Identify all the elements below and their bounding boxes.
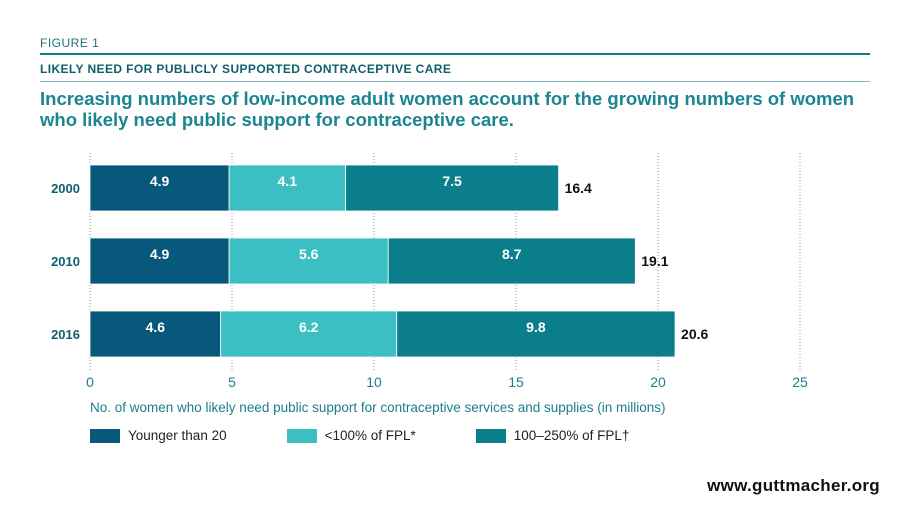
legend-item-under-20: Younger than 20 [90,428,227,443]
bar-segment [387,237,636,285]
bar-value-label: 9.8 [526,319,546,335]
y-category-label: 2016 [51,327,80,342]
y-category-label: 2000 [51,181,80,196]
legend-label-under-20: Younger than 20 [128,428,227,443]
bar-value-label: 5.6 [299,246,319,262]
bar-segment [345,164,560,212]
bar-value-label: 4.9 [150,246,170,262]
top-rule [40,53,870,55]
legend-label-100-250-fpl: 100–250% of FPL† [513,428,630,443]
bar-segment [220,310,398,358]
bar-segment [396,310,676,358]
bar-value-label: 4.9 [150,173,170,189]
footer-url: www.guttmacher.org [707,476,880,495]
bar-value-label: 4.1 [278,173,298,189]
legend-swatch-under-20 [90,428,120,443]
legend-item-below-100-fpl: <100% of FPL* [286,428,416,443]
bar-value-label: 6.2 [299,319,319,335]
stacked-bar-chart: 0 5 10 15 20 25 2000 4.9 4.1 7.5 16.4 2010 4.9 5.6 8.7… [51,153,808,415]
bar-segment [89,310,222,358]
bar-total-label: 19.1 [641,253,668,269]
figure-subheading: LIKELY NEED FOR PUBLICLY SUPPORTED CONTR… [40,62,452,76]
x-tick-label: 15 [508,374,524,390]
x-tick-label: 20 [650,374,666,390]
chart-legend: Younger than 20 <100% of FPL* 100–250% o… [90,428,689,443]
x-tick-label: 25 [792,374,808,390]
x-tick-label: 0 [86,374,94,390]
x-axis-label: No. of women who likely need public supp… [90,400,666,415]
subheading-rule [40,81,870,82]
bar-value-label: 7.5 [442,173,462,189]
legend-swatch-100-250-fpl [475,428,506,443]
legend-item-100-250-fpl: 100–250% of FPL† [475,428,630,443]
x-tick-label: 5 [228,374,236,390]
x-tick-label: 10 [366,374,382,390]
chart-title: Increasing numbers of low-income adult w… [40,88,855,130]
legend-label-below-100-fpl: <100% of FPL* [324,428,416,443]
bar-segment [89,237,230,285]
y-category-label: 2010 [51,254,80,269]
bar-value-label: 4.6 [146,319,166,335]
bar-value-label: 8.7 [502,246,522,262]
legend-swatch-below-100-fpl [286,428,317,443]
figure-label: FIGURE 1 [40,36,100,50]
bar-segment [89,164,230,212]
bar-total-label: 16.4 [565,180,592,196]
bar-total-label: 20.6 [681,326,708,342]
